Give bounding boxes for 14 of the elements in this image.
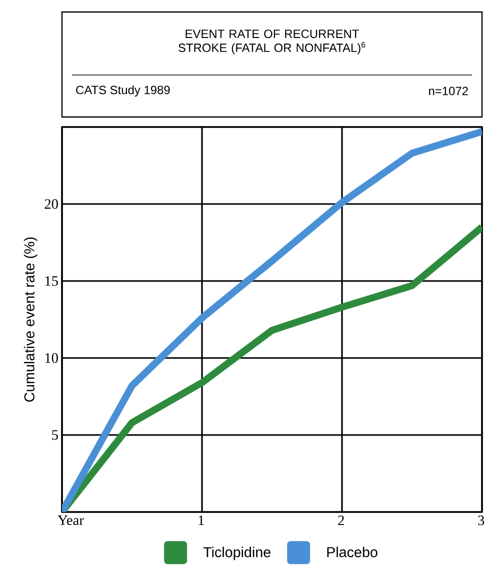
chart-title: EVENT RATE OF RECURRENT STROKE (FATAL OR NONFATAL)$^{6}$ (178, 30, 366, 54)
y-tick-label: 15 (45, 276, 58, 286)
text: n=1072 (429, 86, 468, 96)
x-tick-label: 1 (198, 516, 204, 525)
y-tick-label: 20 (44, 199, 58, 209)
legend-label: Placebo (327, 546, 378, 558)
x-tick-label: Year (58, 516, 84, 526)
x-tick-label: 3 (478, 516, 484, 526)
x-tick-label: 2 (338, 516, 344, 526)
y-tick-label: 10 (45, 353, 58, 363)
y-axis-title: Cumulative event rate (%) (24, 237, 38, 402)
legend-label: Ticlopidine (203, 546, 270, 560)
y-tick-label: 5 (52, 430, 58, 440)
chart-subtitle: CATS Study 1989 (76, 85, 170, 97)
